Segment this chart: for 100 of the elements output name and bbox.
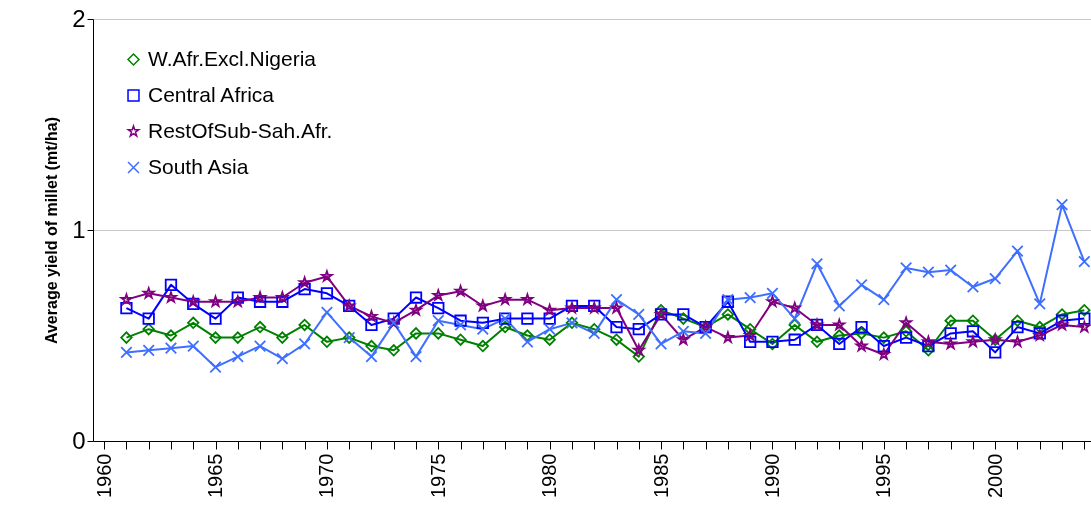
point — [298, 282, 311, 296]
point — [1078, 312, 1091, 325]
point — [120, 346, 133, 359]
y-axis-title: Average yield of millet (mt/ha) — [43, 116, 61, 345]
point — [521, 329, 534, 342]
point — [142, 323, 155, 336]
point — [966, 314, 980, 327]
point — [365, 318, 378, 332]
point — [1078, 255, 1091, 268]
point — [276, 331, 289, 344]
point — [208, 293, 223, 309]
point — [788, 312, 801, 325]
point — [209, 312, 222, 325]
point — [922, 339, 935, 353]
point — [721, 308, 735, 321]
point — [253, 339, 267, 353]
point — [187, 339, 200, 353]
point — [320, 306, 334, 319]
point — [209, 331, 222, 344]
point — [944, 327, 957, 340]
point — [810, 257, 824, 270]
point — [766, 287, 779, 300]
point — [164, 329, 178, 342]
point — [833, 337, 846, 351]
point — [409, 327, 423, 340]
point — [810, 335, 824, 348]
point — [833, 299, 846, 313]
point — [677, 325, 690, 338]
point — [944, 263, 957, 277]
point — [1011, 320, 1024, 334]
point — [632, 308, 645, 321]
point — [543, 323, 556, 336]
point — [899, 325, 913, 338]
point — [966, 280, 980, 294]
point — [142, 344, 155, 357]
legend-label: Central Africa — [148, 82, 275, 106]
x-tick-label: 1995 — [872, 453, 895, 498]
point — [543, 312, 556, 325]
x-tick-label: 1970 — [315, 453, 338, 498]
y-tick-label: 2 — [72, 4, 86, 32]
point — [744, 335, 757, 348]
point — [654, 304, 668, 317]
point — [187, 316, 200, 329]
point — [476, 323, 489, 336]
point — [164, 278, 178, 291]
point — [276, 295, 289, 308]
point — [120, 301, 133, 315]
point — [944, 314, 957, 327]
point — [1011, 314, 1024, 327]
point — [966, 325, 980, 338]
point — [320, 335, 334, 348]
point — [432, 327, 445, 340]
point — [1078, 304, 1091, 317]
point — [454, 314, 467, 327]
point — [588, 327, 601, 340]
point — [632, 350, 645, 363]
x-tick-label: 1960 — [92, 453, 115, 498]
x-tick-label: 1985 — [649, 453, 672, 498]
point — [833, 329, 846, 342]
x-tick-label: 1980 — [538, 453, 561, 498]
point — [320, 287, 334, 300]
point — [632, 323, 645, 336]
x-tick-label: 1990 — [760, 453, 783, 498]
point — [454, 333, 467, 346]
x-tick-label: 2000 — [983, 453, 1006, 498]
point — [899, 331, 913, 344]
point — [1055, 308, 1069, 321]
point — [610, 293, 623, 306]
point — [610, 320, 623, 334]
point — [521, 312, 534, 325]
point — [276, 352, 289, 365]
point — [253, 320, 267, 334]
point — [877, 331, 890, 344]
point — [498, 320, 512, 334]
point — [610, 333, 623, 346]
point — [989, 346, 1002, 359]
point — [922, 344, 935, 357]
point — [432, 301, 445, 315]
point — [1033, 297, 1046, 310]
legend-label: W.Afr.Excl.Nigeria — [148, 46, 317, 70]
point — [187, 297, 200, 310]
x-tick-label: 1975 — [426, 453, 449, 498]
point — [409, 291, 423, 304]
point — [476, 339, 489, 353]
point — [298, 318, 311, 332]
point — [788, 318, 801, 332]
y-tick-label: 1 — [72, 215, 86, 243]
point — [365, 339, 378, 353]
point — [588, 323, 601, 336]
point — [654, 337, 668, 351]
point — [164, 342, 178, 355]
point — [231, 331, 244, 344]
point — [120, 331, 133, 344]
point — [387, 344, 400, 357]
point — [1033, 320, 1046, 334]
point — [521, 335, 534, 348]
point — [877, 339, 890, 353]
point — [142, 312, 155, 325]
point — [543, 333, 556, 346]
point — [432, 314, 445, 327]
